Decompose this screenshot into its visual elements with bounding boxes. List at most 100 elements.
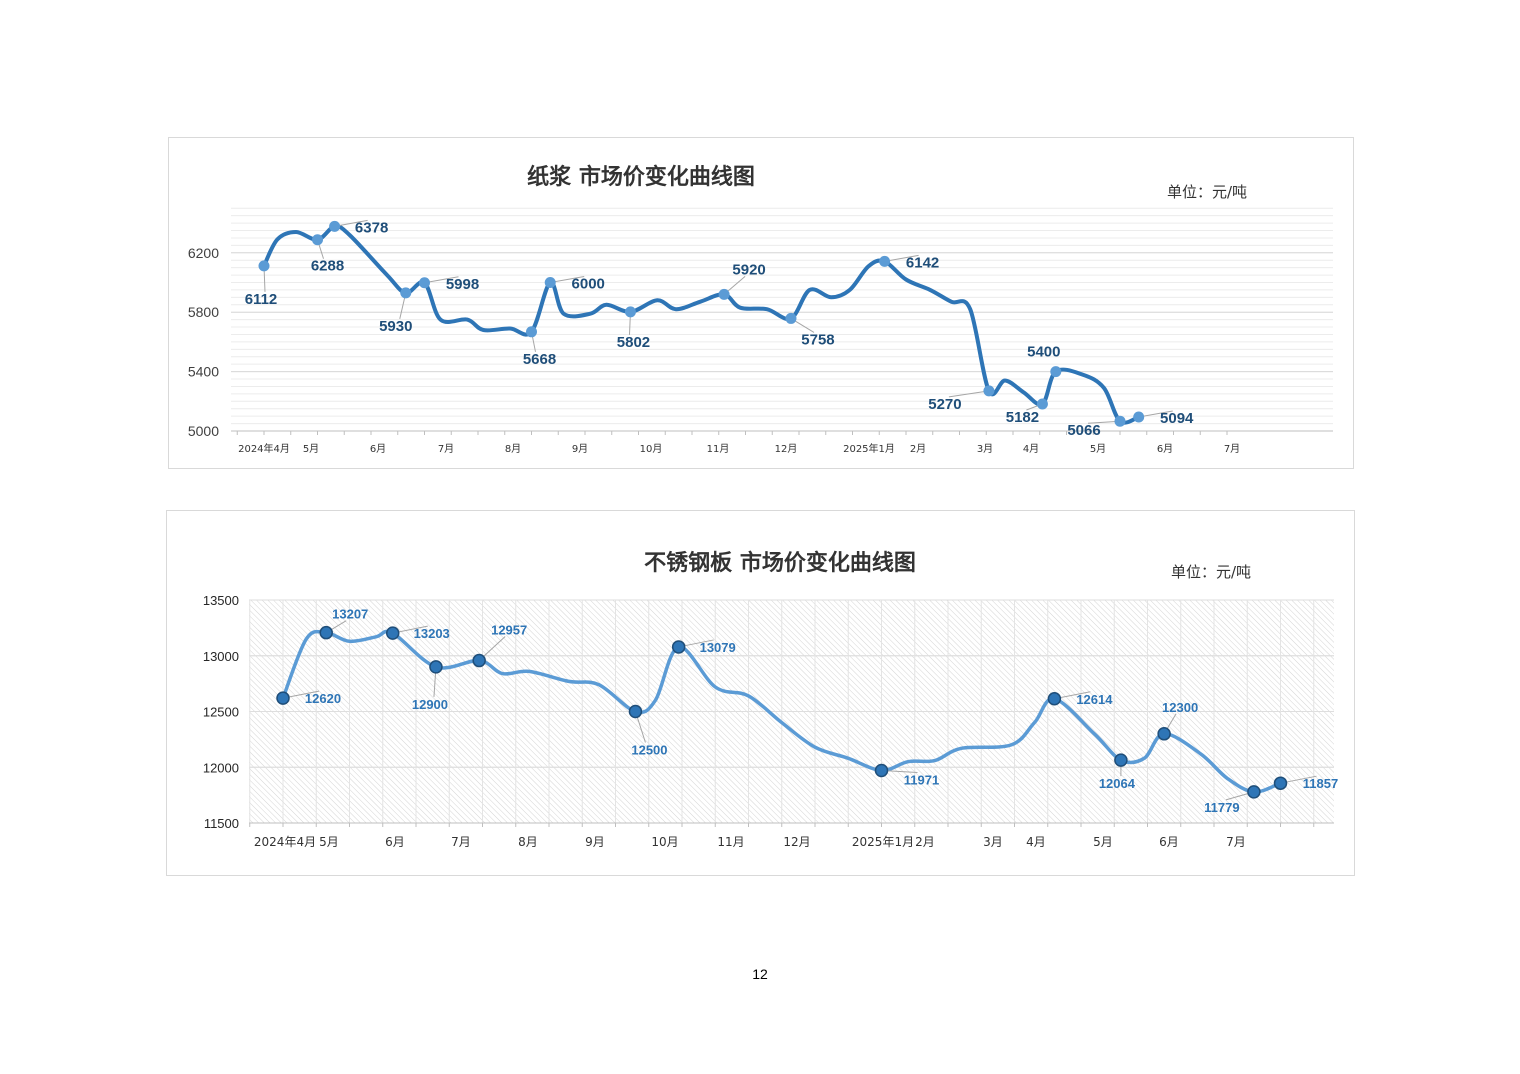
data-label: 5400 (1027, 344, 1060, 361)
data-label: 12064 (1099, 776, 1136, 791)
data-point-marker (785, 312, 797, 324)
x-tick-label: 7月 (438, 443, 454, 455)
data-label: 5758 (801, 331, 834, 348)
y-tick-label: 5800 (188, 304, 219, 320)
x-tick-label: 2025年1月 (843, 442, 895, 455)
data-point-marker (526, 326, 537, 338)
x-tick-label: 4月 (1023, 443, 1039, 455)
data-label: 5066 (1067, 422, 1100, 439)
data-label: 12300 (1162, 700, 1198, 715)
data-label: 5998 (446, 276, 479, 293)
data-point-marker (419, 277, 430, 289)
data-point-marker (1133, 411, 1145, 423)
pulp-price-chart: 纸浆 市场价变化曲线图 单位：元/吨 5000 5400 5800 6200 2024年… (188, 164, 1333, 455)
data-label: 6112 (245, 291, 278, 308)
x-tick-label: 5月 (319, 835, 339, 849)
x-tick-label: 7月 (1224, 443, 1240, 455)
data-label: 12900 (412, 697, 448, 712)
y-tick-label: 5400 (188, 364, 219, 380)
data-point-marker (1036, 398, 1048, 410)
data-point-marker (1247, 785, 1261, 799)
x-tick-label: 6月 (385, 835, 405, 849)
page-number: 12 (752, 966, 768, 982)
x-tick-label: 3月 (977, 443, 993, 455)
x-tick-label: 10月 (651, 835, 678, 849)
data-point-marker (983, 385, 995, 397)
x-tick-label: 12月 (775, 443, 798, 455)
data-point-marker (718, 288, 730, 300)
x-tick-label: 7月 (1226, 835, 1246, 849)
data-label: 13079 (700, 640, 736, 655)
x-tick-label: 2月 (910, 443, 926, 455)
data-point-marker (312, 234, 323, 246)
x-tick-label: 11月 (717, 835, 744, 849)
data-label: 5668 (523, 351, 556, 368)
chart-unit: 单位：元/吨 (1171, 563, 1251, 581)
label-leader (424, 276, 459, 284)
data-label: 11971 (904, 772, 939, 787)
data-label: 6288 (311, 258, 344, 275)
y-tick-label: 13500 (203, 593, 239, 608)
y-tick-label: 12000 (203, 760, 239, 775)
data-label: 12620 (305, 691, 341, 706)
x-tick-label: 5月 (1090, 443, 1106, 455)
data-point-marker (329, 220, 341, 232)
data-point-marker (429, 660, 443, 674)
data-point-marker (1114, 415, 1126, 427)
data-label: 11779 (1204, 800, 1239, 815)
x-tick-label: 9月 (585, 835, 605, 849)
data-label: 12500 (631, 743, 667, 758)
data-label: 6378 (355, 219, 388, 236)
data-point-marker (624, 306, 636, 318)
data-label: 5802 (617, 334, 650, 351)
data-point-marker (1050, 366, 1062, 378)
data-label: 13203 (414, 626, 450, 641)
data-point-marker (1047, 692, 1062, 706)
data-point-marker (385, 626, 400, 640)
data-point-marker (276, 691, 290, 705)
x-tick-label: 2024年4月 (238, 442, 290, 455)
data-label: 6000 (572, 276, 605, 293)
data-label: 13207 (332, 607, 368, 622)
data-point-marker (1114, 753, 1128, 767)
x-tick-label: 5月 (1093, 835, 1113, 849)
y-tick-label: 5000 (188, 423, 219, 439)
chart-title: 纸浆 市场价变化曲线图 (527, 164, 755, 190)
data-label: 12957 (491, 623, 527, 638)
x-tick-label: 4月 (1026, 835, 1046, 849)
x-tick-label: 5月 (303, 443, 319, 455)
x-tick-label: 9月 (572, 443, 588, 455)
y-tick-label: 13000 (203, 649, 239, 664)
steel-price-chart: 不锈钢板 市场价变化曲线图 单位：元/吨 11500 12000 12500 1300… (203, 550, 1338, 849)
x-tick-label: 2024年4月 (254, 835, 316, 849)
label-leader (334, 219, 368, 227)
label-leader (550, 276, 585, 283)
x-tick-label: 6月 (1157, 443, 1173, 455)
x-tick-label: 2025年1月 (852, 835, 914, 849)
x-tick-label: 7月 (451, 835, 471, 849)
x-tick-label: 8月 (518, 835, 538, 849)
data-label: 5094 (1160, 410, 1194, 427)
data-point-marker (319, 625, 333, 640)
data-point-marker (1273, 776, 1288, 790)
data-point-marker (671, 640, 686, 654)
x-tick-label: 6月 (1159, 835, 1179, 849)
data-point-marker (879, 255, 891, 267)
chart-unit: 单位：元/吨 (1167, 183, 1247, 201)
series-line (281, 629, 1283, 794)
data-label: 5182 (1006, 409, 1039, 426)
y-tick-label: 6200 (188, 245, 219, 261)
x-tick-label: 2月 (915, 835, 935, 849)
data-point-marker (628, 704, 643, 719)
data-label: 6142 (906, 254, 939, 271)
x-tick-label: 10月 (640, 443, 663, 455)
data-point-marker (400, 287, 412, 299)
x-tick-label: 8月 (505, 443, 521, 455)
label-leader (884, 254, 919, 262)
data-label: 5930 (379, 318, 412, 335)
chart-title: 不锈钢板 市场价变化曲线图 (644, 550, 916, 576)
label-leader (1138, 410, 1173, 418)
data-point-marker (544, 277, 556, 288)
x-tick-label: 3月 (983, 835, 1003, 849)
data-point-marker (258, 260, 270, 272)
